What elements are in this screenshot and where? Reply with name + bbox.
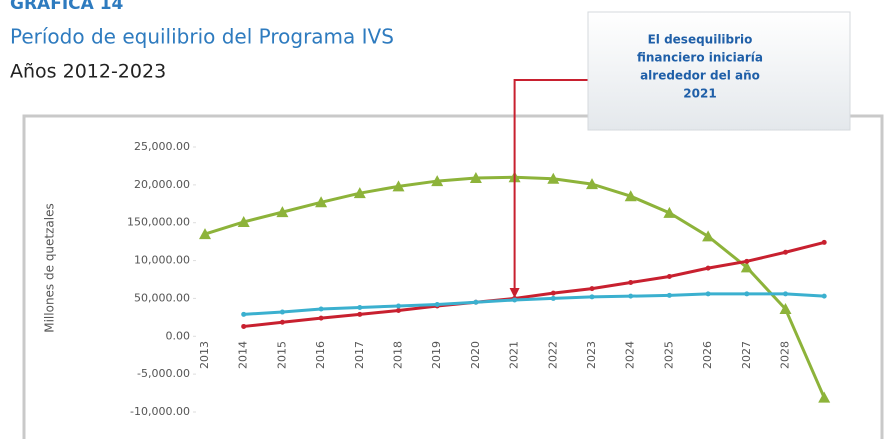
y-tick-label: -10,000.00 (130, 405, 190, 418)
point (550, 290, 556, 296)
point (469, 172, 482, 184)
x-tick-label: 2014 (237, 341, 250, 369)
point (744, 291, 750, 297)
point (705, 291, 711, 297)
point (241, 323, 247, 329)
annotation-arrow (513, 79, 600, 290)
annotation-text: El desequilibrio (648, 33, 753, 47)
x-tick-label: 2015 (275, 341, 288, 369)
point (783, 249, 788, 255)
y-tick-label: -5,000.00 (137, 367, 190, 380)
x-tick-label: 2018 (392, 341, 405, 369)
point (547, 172, 560, 184)
point (663, 206, 676, 218)
point (318, 315, 324, 321)
point (821, 293, 827, 299)
point (705, 265, 711, 271)
point (353, 187, 366, 199)
point (241, 311, 247, 317)
point (783, 291, 788, 297)
y-tick-label: 50,000.00 (134, 291, 190, 304)
point (512, 297, 518, 303)
point (821, 239, 827, 245)
point (628, 280, 634, 286)
annotation-box (587, 11, 851, 131)
annotation-text: financiero iniciaría (637, 51, 763, 65)
point (666, 273, 672, 279)
y-tick-label: 0.00 (166, 329, 191, 342)
y-tick-label: 25,000.00 (134, 140, 190, 153)
point (276, 206, 289, 218)
x-tick-label: 2025 (662, 341, 675, 369)
point (279, 309, 285, 315)
point (279, 319, 285, 325)
series-line (243, 240, 825, 328)
y-axis-label: Millones de quetzales (43, 203, 57, 333)
chart-heading: GRÁFICA 14 (10, 0, 124, 14)
chart-title: Período de equilibrio del Programa IVS (10, 25, 394, 49)
chart-subtitle: Años 2012-2023 (10, 61, 166, 83)
y-tick-label: 20,000.00 (134, 178, 190, 191)
point (666, 292, 672, 298)
point (315, 196, 328, 208)
point (357, 311, 363, 317)
point (779, 303, 792, 315)
y-tick-label: 150,000.00 (127, 216, 190, 229)
x-tick-label: 2027 (740, 341, 753, 369)
x-tick-label: 2013 (198, 341, 211, 369)
point (624, 190, 637, 202)
point (396, 303, 401, 309)
point (318, 306, 324, 312)
x-tick-label: 2024 (624, 341, 637, 369)
point (702, 230, 715, 242)
y-tick-label: 10,000.00 (134, 254, 190, 267)
point (396, 308, 401, 314)
point (357, 305, 363, 311)
plot-frame (22, 114, 884, 439)
x-tick-label: 2016 (314, 341, 327, 369)
x-tick-label: 2017 (353, 341, 366, 369)
point (199, 228, 211, 240)
point (237, 215, 250, 227)
x-tick-label: 2022 (546, 341, 559, 369)
point (473, 299, 479, 305)
series-line (243, 292, 825, 316)
point (818, 391, 831, 403)
point (431, 175, 444, 187)
x-tick-label: 2021 (508, 341, 521, 369)
point (589, 286, 595, 292)
x-tick-label: 2020 (469, 341, 482, 369)
point (392, 180, 405, 192)
point (589, 294, 595, 300)
annotation-text: 2021 (683, 87, 716, 101)
annotation-text: alrededor del año (640, 69, 760, 83)
point (550, 295, 556, 301)
point (434, 301, 440, 307)
point (628, 293, 634, 299)
point (586, 178, 598, 190)
x-tick-label: 2028 (779, 341, 792, 369)
annotation-arrowhead (509, 288, 520, 298)
point (744, 258, 750, 264)
point (740, 261, 753, 273)
x-tick-label: 2023 (585, 341, 598, 369)
x-tick-label: 2026 (701, 341, 714, 369)
x-tick-label: 2019 (430, 341, 443, 369)
